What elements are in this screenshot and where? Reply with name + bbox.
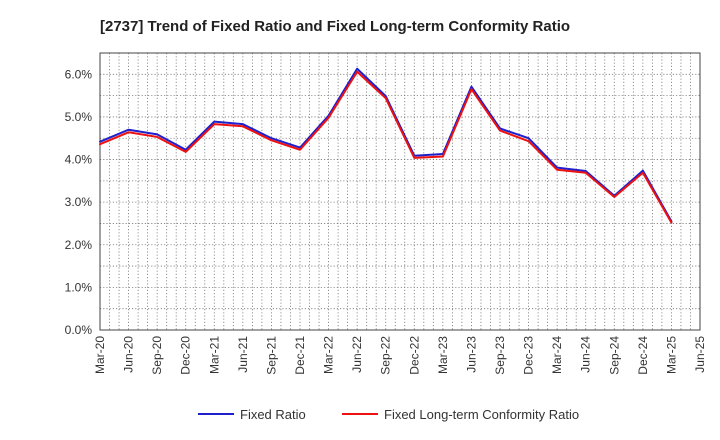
- x-tick-label: Dec-20: [179, 336, 193, 375]
- y-tick-label: 4.0%: [65, 153, 93, 167]
- x-tick-label: Sep-22: [379, 336, 393, 375]
- x-tick-label: Jun-21: [236, 336, 250, 373]
- x-tick-label: Mar-24: [550, 336, 564, 374]
- x-tick-label: Jun-22: [350, 336, 364, 373]
- chart-title: [2737] Trend of Fixed Ratio and Fixed Lo…: [100, 18, 570, 35]
- x-tick-label: Sep-21: [264, 336, 278, 375]
- x-tick-label: Jun-24: [579, 336, 593, 373]
- y-tick-label: 2.0%: [65, 238, 93, 252]
- x-tick-label: Mar-20: [93, 336, 107, 374]
- series-line-2: [99, 70, 673, 224]
- x-tick-label: Sep-20: [150, 336, 164, 375]
- plot-background: [100, 53, 700, 330]
- series-line-1: [99, 67, 673, 223]
- legend-label-2: Fixed Long-term Conformity Ratio: [384, 407, 579, 422]
- legend: Fixed Ratio Fixed Long-term Conformity Ra…: [198, 407, 579, 422]
- y-tick-label: 5.0%: [65, 110, 93, 124]
- x-tick-label: Mar-21: [207, 336, 221, 374]
- x-tick-label: Mar-23: [436, 336, 450, 374]
- legend-label-1: Fixed Ratio: [240, 407, 306, 422]
- x-tick-label: Dec-23: [522, 336, 536, 375]
- x-tick-label: Dec-21: [293, 336, 307, 375]
- x-tick-label: Jun-25: [693, 336, 707, 373]
- x-tick-label: Dec-22: [407, 336, 421, 375]
- x-tick-label: Mar-22: [322, 336, 336, 374]
- y-tick-label: 0.0%: [65, 323, 93, 337]
- x-tick-label: Dec-24: [636, 336, 650, 375]
- x-tick-label: Jun-23: [464, 336, 478, 373]
- plot-border: [99, 52, 701, 331]
- plot-area: 0.0% 1.0% 2.0% 3.0% 4.0% 5.0% 6.0% Mar-20 Jun-20…: [65, 52, 707, 375]
- x-tick-label: Sep-24: [607, 336, 621, 375]
- y-tick-label: 6.0%: [65, 67, 93, 81]
- x-tick-label: Sep-23: [493, 336, 507, 375]
- x-tick-label: Mar-25: [664, 336, 678, 374]
- y-tick-label: 1.0%: [65, 280, 93, 294]
- y-tick-label: 3.0%: [65, 195, 93, 209]
- x-tick-label: Jun-20: [122, 336, 136, 373]
